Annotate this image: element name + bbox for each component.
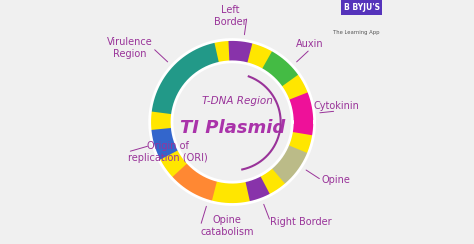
Text: Cytokinin: Cytokinin <box>313 101 359 111</box>
Text: T-DNA Region: T-DNA Region <box>201 96 273 106</box>
Text: Right Border: Right Border <box>270 217 332 227</box>
Polygon shape <box>228 40 255 64</box>
Polygon shape <box>170 162 217 202</box>
Polygon shape <box>150 127 179 160</box>
Polygon shape <box>281 74 309 100</box>
Polygon shape <box>150 41 220 114</box>
Text: Virulence
Region: Virulence Region <box>107 37 153 59</box>
Text: B BYJU'S: B BYJU'S <box>344 3 380 12</box>
Polygon shape <box>150 110 173 130</box>
Text: The Learning App: The Learning App <box>333 30 380 35</box>
Text: Origin of
replication (ORI): Origin of replication (ORI) <box>128 141 208 163</box>
Polygon shape <box>259 168 286 196</box>
Polygon shape <box>244 175 270 203</box>
Text: Auxin: Auxin <box>296 39 324 49</box>
Text: Opine: Opine <box>322 175 351 185</box>
Polygon shape <box>214 40 231 63</box>
Polygon shape <box>158 149 188 178</box>
Polygon shape <box>210 180 250 204</box>
Text: Opine
catabolism: Opine catabolism <box>201 215 254 237</box>
Polygon shape <box>247 42 274 70</box>
Text: TI Plasmid: TI Plasmid <box>180 119 285 137</box>
Polygon shape <box>287 132 313 155</box>
Polygon shape <box>270 145 309 186</box>
Polygon shape <box>262 50 300 88</box>
Text: Left
Border: Left Border <box>214 5 247 27</box>
Polygon shape <box>288 90 315 137</box>
